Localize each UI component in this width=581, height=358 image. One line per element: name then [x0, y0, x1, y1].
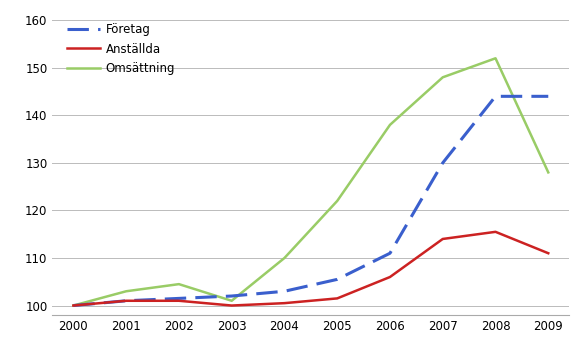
Företag — [281, 289, 288, 294]
Line: Omsättning: Omsättning — [73, 58, 548, 305]
Omsättning — [439, 75, 446, 79]
Omsättning — [545, 170, 552, 175]
Företag — [228, 294, 235, 298]
Anställda — [545, 251, 552, 255]
Omsättning — [123, 289, 130, 294]
Företag — [333, 277, 340, 281]
Företag — [492, 94, 499, 98]
Omsättning — [70, 303, 77, 308]
Anställda — [333, 296, 340, 301]
Anställda — [175, 299, 182, 303]
Anställda — [228, 303, 235, 308]
Anställda — [123, 299, 130, 303]
Företag — [386, 251, 393, 255]
Anställda — [439, 237, 446, 241]
Omsättning — [492, 56, 499, 61]
Omsättning — [386, 123, 393, 127]
Företag — [70, 303, 77, 308]
Line: Anställda: Anställda — [73, 232, 548, 305]
Företag — [175, 296, 182, 301]
Omsättning — [228, 299, 235, 303]
Line: Företag: Företag — [73, 96, 548, 305]
Anställda — [492, 230, 499, 234]
Företag — [123, 299, 130, 303]
Anställda — [70, 303, 77, 308]
Omsättning — [175, 282, 182, 286]
Företag — [545, 94, 552, 98]
Anställda — [386, 275, 393, 279]
Omsättning — [333, 199, 340, 203]
Omsättning — [281, 256, 288, 260]
Företag — [439, 161, 446, 165]
Legend: Företag, Anställda, Omsättning: Företag, Anställda, Omsättning — [63, 20, 179, 79]
Anställda — [281, 301, 288, 305]
